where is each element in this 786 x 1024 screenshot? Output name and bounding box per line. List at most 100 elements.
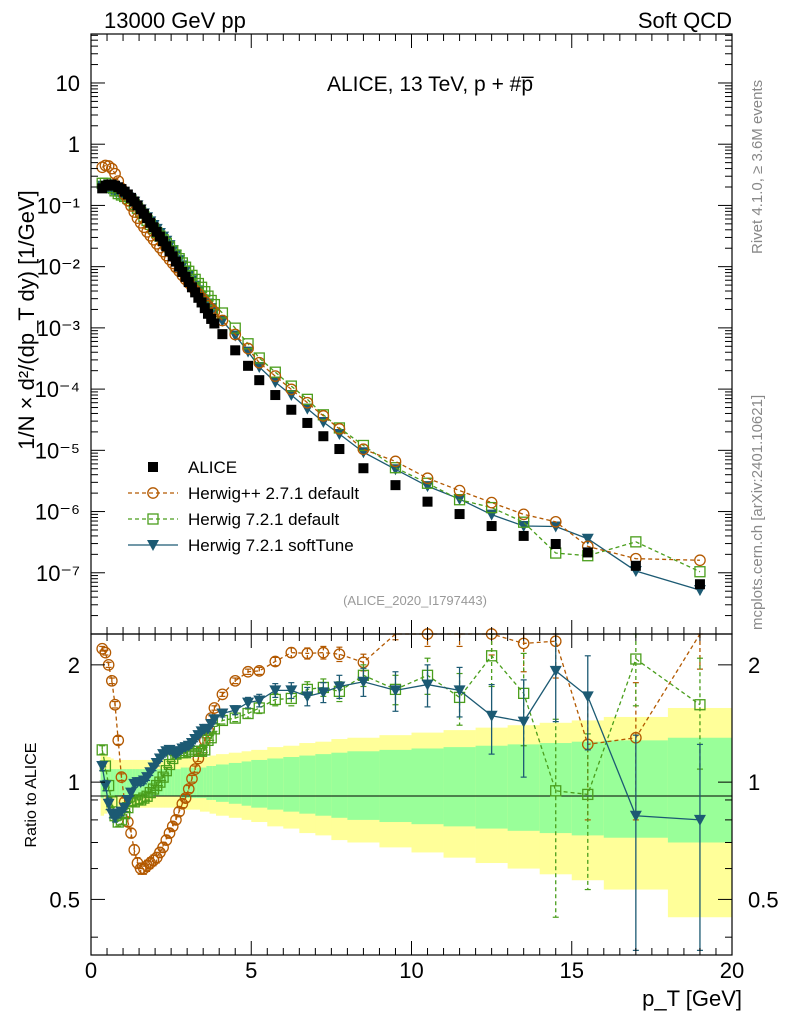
point-alice <box>209 318 220 329</box>
ratio-point-hpp <box>317 646 330 659</box>
band-inner <box>475 745 508 829</box>
point-hpp <box>229 328 242 341</box>
main-panel: 10 1 10⁻¹ 10⁻² 10⁻³ 10⁻⁴ 10⁻⁵ 10⁻⁶ 10⁻⁷ ALICE, 1… <box>14 33 733 635</box>
ratio-point-hpp <box>105 674 118 687</box>
ratio-point-hpp <box>134 862 147 875</box>
y-tick-label: 1 <box>68 132 80 157</box>
legend-marker-h72s <box>147 540 159 551</box>
point-alice <box>454 509 465 520</box>
ratio-point-hpp <box>333 648 346 661</box>
ratio-point-h72s <box>269 685 282 697</box>
ratio-point-h72s <box>96 761 109 773</box>
point-hpp <box>102 160 115 172</box>
ratio-point-hpp <box>208 702 221 714</box>
legend-marker-h72d <box>147 513 159 525</box>
ratio-point-h72s <box>333 681 346 693</box>
ratio-point-hpp <box>301 647 314 660</box>
y-tick-label: 10⁻³ <box>37 316 80 341</box>
point-hpp <box>333 423 346 435</box>
ratio-point-h72s <box>421 679 434 691</box>
point-alice <box>161 241 172 252</box>
y-tick-label: 10⁻⁴ <box>34 377 80 402</box>
point-hpp <box>242 342 254 355</box>
point-h72d <box>285 380 297 392</box>
band-inner <box>379 749 412 823</box>
ratio-point-h72s <box>389 685 402 697</box>
point-hpp <box>453 484 466 497</box>
point-h72d <box>216 307 229 319</box>
band-inner <box>148 769 153 797</box>
series-line-h72d <box>102 182 701 573</box>
x-tick-label: 10 <box>399 958 423 983</box>
point-h72d <box>485 501 498 514</box>
ratio-tick-label-right: 1 <box>748 770 760 795</box>
point-hpp <box>421 472 434 485</box>
ratio-point-hpp <box>125 827 137 839</box>
ratio-point-hpp <box>128 844 141 856</box>
band-inner <box>174 769 178 797</box>
band-inner <box>116 769 121 797</box>
band-inner <box>113 769 117 797</box>
point-h72s <box>517 521 530 533</box>
ratio-point-hpp <box>216 688 229 701</box>
point-h72d <box>253 352 265 364</box>
side-note-top: Rivet 4.1.0, ≥ 3.6M events <box>749 80 766 254</box>
legend-label-h72s: Herwig 7.2.1 softTune <box>188 536 354 555</box>
point-alice <box>243 360 254 371</box>
band-inner <box>196 767 201 799</box>
point-h72d <box>269 366 281 378</box>
ratio-point-hpp <box>147 854 160 867</box>
point-hpp <box>517 508 530 521</box>
ratio-point-h72d <box>195 745 208 757</box>
ratio-point-hpp <box>109 698 121 711</box>
ratio-point-h72s <box>357 676 370 688</box>
band-inner <box>331 752 348 818</box>
band-inner <box>171 769 175 797</box>
ratio-point-h72d <box>485 650 498 662</box>
ratio-point-h72s <box>453 685 466 697</box>
point-hpp <box>317 410 330 422</box>
ratio-ticks: 0.5 0.5 1 1 2 2 <box>49 653 779 938</box>
point-h72s <box>485 509 498 521</box>
point-hpp <box>694 554 706 567</box>
main-series-layer <box>96 159 706 597</box>
ratio-point-hpp <box>96 642 109 655</box>
point-alice <box>694 579 705 590</box>
point-alice <box>630 560 641 571</box>
ratio-point-hpp <box>163 827 176 839</box>
point-alice <box>217 329 228 340</box>
ratio-point-h72s <box>301 691 314 703</box>
point-hpp <box>389 455 402 468</box>
ratio-point-h72s <box>285 685 298 697</box>
band-inner <box>228 762 242 804</box>
band-inner <box>180 767 185 799</box>
point-hpp <box>109 167 121 180</box>
point-h72d <box>694 566 706 578</box>
ratio-tick-label-right: 2 <box>748 653 760 678</box>
ratio-point-h72s <box>242 697 255 709</box>
y-tick-label: 10⁻⁵ <box>35 438 80 463</box>
band-inner <box>183 767 188 799</box>
ratio-point-hpp <box>189 763 202 775</box>
point-h72d <box>301 393 313 406</box>
point-alice <box>174 261 185 272</box>
y-tick-label: 10⁻⁷ <box>36 561 80 586</box>
ratio-point-hpp <box>285 646 298 659</box>
ratio-point-hpp <box>99 646 112 659</box>
point-h72s <box>389 464 402 476</box>
ratio-point-hpp <box>160 834 173 846</box>
point-alice <box>286 404 297 415</box>
header-right: Soft QCD <box>638 8 732 33</box>
ratio-point-h72s <box>99 780 112 792</box>
ratio-panel: 0.5 0.5 1 1 2 2 Ratio to ALICE <box>23 628 779 956</box>
point-alice <box>390 480 401 491</box>
ratio-point-h72s <box>693 814 706 826</box>
point-h72d <box>389 462 402 474</box>
main-ticks: 10 1 10⁻¹ 10⁻² 10⁻³ 10⁻⁴ 10⁻⁵ 10⁻⁶ 10⁻⁷ <box>34 34 732 635</box>
point-hpp <box>549 515 562 528</box>
ratio-point-h72d <box>96 744 108 756</box>
y-tick-label: 10⁻¹ <box>37 193 80 218</box>
point-alice <box>167 251 178 262</box>
point-alice <box>270 390 281 401</box>
band-inner <box>206 766 210 800</box>
